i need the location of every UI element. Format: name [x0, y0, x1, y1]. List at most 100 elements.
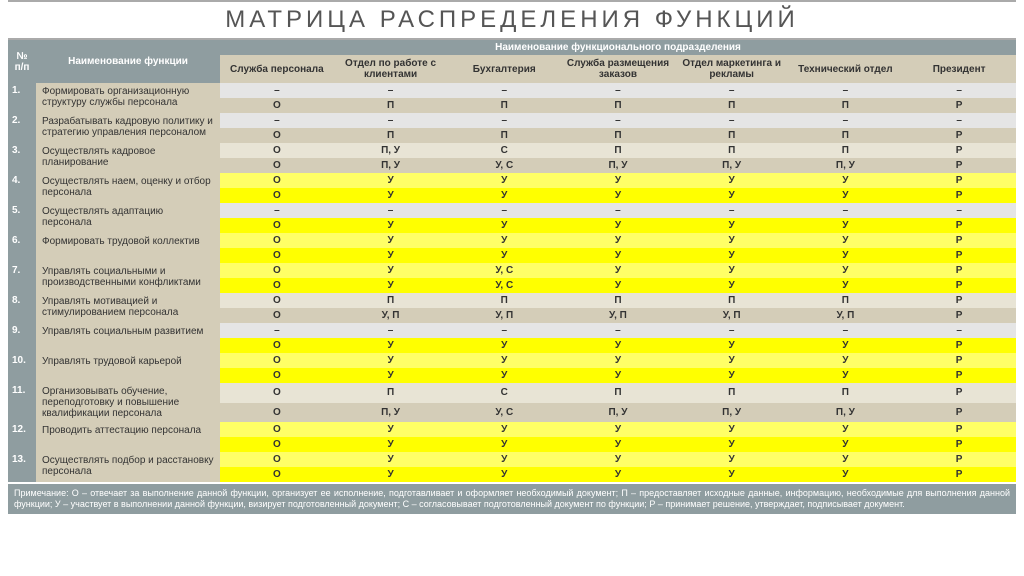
row-number: 10. [8, 353, 36, 383]
cell: О [220, 173, 334, 188]
cell: Р [902, 308, 1016, 323]
cell: – [561, 323, 675, 338]
cell: У [789, 248, 903, 263]
cell: – [220, 83, 334, 98]
cell: Р [902, 278, 1016, 293]
row-function: Организовывать обучение, переподготовку … [36, 383, 220, 422]
cell: У [789, 452, 903, 467]
cell: У [675, 263, 789, 278]
cell: – [447, 83, 561, 98]
cell: – [789, 113, 903, 128]
cell: У [447, 218, 561, 233]
row-number: 6. [8, 233, 36, 263]
cell: У [789, 353, 903, 368]
cell: О [220, 98, 334, 113]
cell: У [561, 263, 675, 278]
header-dept-0: Служба персонала [220, 55, 334, 83]
cell: П [561, 128, 675, 143]
cell: Р [902, 158, 1016, 173]
cell: Р [902, 128, 1016, 143]
cell: У [561, 368, 675, 383]
row-function: Осуществлять наем, оценку и отбор персон… [36, 173, 220, 203]
row-function: Управлять социальным развитием [36, 323, 220, 353]
cell: Р [902, 233, 1016, 248]
header-dept-3: Служба размещения заказов [561, 55, 675, 83]
cell: П, У [334, 143, 448, 158]
row-number: 1. [8, 83, 36, 113]
cell: У [789, 467, 903, 482]
cell: Р [902, 293, 1016, 308]
cell: О [220, 383, 334, 403]
cell: – [902, 83, 1016, 98]
cell: – [675, 83, 789, 98]
cell: С [447, 143, 561, 158]
cell: У [675, 437, 789, 452]
header-dept-6: Президент [902, 55, 1016, 83]
cell: У [561, 188, 675, 203]
cell: У [447, 422, 561, 437]
cell: – [220, 113, 334, 128]
row-number: 11. [8, 383, 36, 422]
row-number: 2. [8, 113, 36, 143]
cell: У, С [447, 278, 561, 293]
cell: О [220, 128, 334, 143]
cell: У [675, 173, 789, 188]
cell: У [789, 173, 903, 188]
cell: У, П [334, 308, 448, 323]
cell: У [675, 353, 789, 368]
cell: У [789, 422, 903, 437]
cell: У [334, 437, 448, 452]
cell: У [561, 278, 675, 293]
cell: У [447, 467, 561, 482]
cell: О [220, 233, 334, 248]
cell: О [220, 188, 334, 203]
cell: У [561, 437, 675, 452]
cell: У [334, 467, 448, 482]
cell: У, С [447, 158, 561, 173]
cell: П [789, 383, 903, 403]
cell: П [675, 383, 789, 403]
cell: П [334, 98, 448, 113]
cell: С [447, 383, 561, 403]
cell: П [675, 293, 789, 308]
cell: П [789, 98, 903, 113]
cell: У [447, 353, 561, 368]
row-number: 7. [8, 263, 36, 293]
matrix-table: № п/п Наименование функции Наименование … [8, 40, 1016, 482]
cell: Р [902, 452, 1016, 467]
cell: О [220, 437, 334, 452]
cell: У [561, 173, 675, 188]
matrix-table-wrap: № п/п Наименование функции Наименование … [0, 40, 1024, 482]
cell: У [561, 338, 675, 353]
row-function: Управлять социальными и производственным… [36, 263, 220, 293]
cell: – [675, 323, 789, 338]
cell: – [561, 113, 675, 128]
cell: Р [902, 338, 1016, 353]
cell: П [561, 98, 675, 113]
cell: – [334, 113, 448, 128]
cell: У [447, 452, 561, 467]
cell: – [334, 323, 448, 338]
cell: – [334, 83, 448, 98]
cell: П [334, 383, 448, 403]
cell: У [561, 233, 675, 248]
cell: П [789, 143, 903, 158]
cell: У [789, 338, 903, 353]
cell: У [789, 188, 903, 203]
cell: – [334, 203, 448, 218]
row-function: Управлять мотивацией и стимулированием п… [36, 293, 220, 323]
header-dept-4: Отдел маркетинга и рекламы [675, 55, 789, 83]
cell: У [675, 218, 789, 233]
cell: У [789, 437, 903, 452]
cell: У [789, 368, 903, 383]
cell: О [220, 293, 334, 308]
cell: П, У [334, 158, 448, 173]
cell: О [220, 143, 334, 158]
cell: У [561, 248, 675, 263]
cell: У [447, 368, 561, 383]
cell: Р [902, 383, 1016, 403]
cell: – [675, 113, 789, 128]
cell: У [675, 368, 789, 383]
cell: У [789, 218, 903, 233]
cell: У [447, 233, 561, 248]
